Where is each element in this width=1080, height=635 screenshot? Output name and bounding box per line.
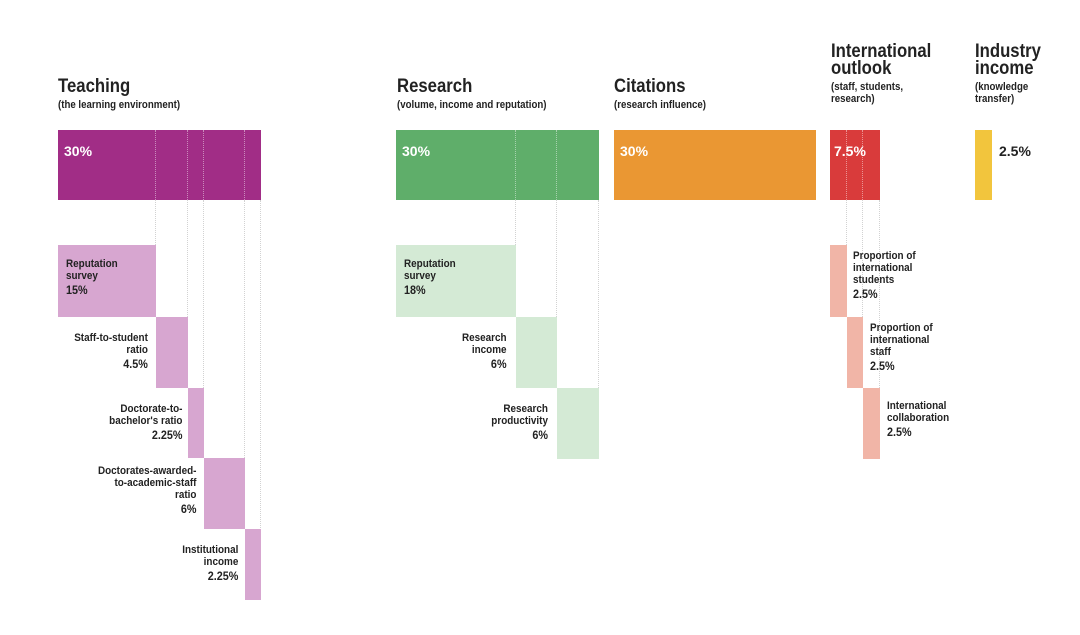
international-title-line2: outlook — [831, 58, 892, 79]
international-sub-bar-collaboration — [863, 388, 880, 459]
international-students-label: Proportion of international students 2.5… — [853, 250, 916, 301]
research-guide-line — [515, 200, 516, 245]
teaching-staff-ratio-label: Staff-to-student ratio 4.5% — [74, 332, 148, 371]
teaching-reputation-label: Reputation survey 15% — [66, 258, 118, 297]
citations-subtitle: (research influence) — [614, 99, 707, 111]
research-guide-line — [598, 200, 599, 388]
citations-header: Citations (research influence) — [614, 76, 719, 111]
industry-subtitle-line2: transfer) — [975, 93, 1015, 105]
research-bar-divider — [515, 130, 516, 200]
teaching-doctorates-awarded-label: Doctorates-awarded- to-academic-staff ra… — [97, 465, 196, 516]
international-weight-label: 7.5% — [834, 143, 866, 159]
international-bar-divider — [862, 130, 863, 200]
teaching-doctorate-ratio-label: Doctorate-to- bachelor's ratio 2.25% — [108, 403, 182, 442]
teaching-sub-bar-doctorates-awarded — [204, 458, 245, 529]
teaching-guide-line — [187, 200, 188, 317]
international-subtitle-line2: research) — [831, 93, 875, 105]
international-staff-label: Proportion of international staff 2.5% — [870, 322, 933, 373]
research-sub-bar-reputation — [396, 245, 516, 317]
international-guide-line — [862, 200, 863, 317]
citations-title: Citations — [614, 76, 686, 97]
teaching-subtitle: (the learning environment) — [58, 99, 181, 111]
teaching-weight-label: 30% — [64, 143, 93, 159]
international-header: International outlook (staff, students, … — [831, 41, 945, 105]
citations-weight-label: 30% — [620, 143, 649, 159]
industry-title-line1: Industry — [975, 41, 1041, 62]
teaching-bar-divider — [244, 130, 245, 200]
teaching-title: Teaching — [58, 76, 131, 97]
international-bar-divider — [846, 130, 847, 200]
teaching-sub-bar-reputation — [58, 245, 156, 317]
industry-header: Industry income (knowledge transfer) — [975, 41, 1050, 105]
international-guide-line — [879, 200, 880, 388]
research-income-label: Research income 6% — [462, 332, 507, 371]
international-guide-line — [846, 200, 847, 245]
international-weight-bar: 7.5% — [830, 130, 880, 200]
teaching-bar-divider — [155, 130, 156, 200]
teaching-sub-bar-institutional-income — [245, 529, 261, 600]
teaching-guide-line — [203, 200, 204, 388]
research-title: Research — [397, 76, 473, 97]
research-weight-label: 30% — [402, 143, 431, 159]
research-productivity-label: Research productivity 6% — [491, 403, 548, 442]
research-guide-line — [556, 200, 557, 317]
industry-weight-label: 2.5% — [999, 143, 1031, 159]
international-subtitle-line1: (staff, students, — [831, 81, 904, 93]
research-sub-bar-income — [516, 317, 557, 388]
teaching-institutional-income-label: Institutional income 2.25% — [181, 544, 238, 583]
industry-subtitle-line1: (knowledge — [975, 81, 1029, 93]
industry-title-line2: income — [975, 58, 1034, 79]
research-reputation-label: Reputation survey 18% — [404, 258, 456, 297]
research-weight-bar: 30% — [396, 130, 599, 200]
teaching-sub-bar-staff-ratio — [156, 317, 188, 388]
teaching-weight-bar: 30% — [58, 130, 261, 200]
teaching-sub-bar-doctorate-ratio — [188, 388, 204, 458]
international-title-line1: International — [831, 41, 932, 62]
research-subtitle: (volume, income and reputation) — [397, 99, 547, 111]
research-sub-bar-productivity — [557, 388, 599, 459]
research-bar-divider — [556, 130, 557, 200]
teaching-guide-line — [244, 200, 245, 458]
teaching-bar-divider — [187, 130, 188, 200]
teaching-guide-line — [260, 200, 261, 528]
international-collaboration-label: International collaboration 2.5% — [887, 400, 950, 439]
industry-weight-bar — [975, 130, 992, 200]
teaching-guide-line — [155, 200, 156, 245]
teaching-bar-divider — [203, 130, 204, 200]
international-sub-bar-staff — [847, 317, 863, 388]
international-sub-bar-students — [830, 245, 847, 317]
research-header: Research (volume, income and reputation) — [397, 76, 567, 111]
citations-weight-bar: 30% — [614, 130, 816, 200]
teaching-header: Teaching (the learning environment) — [58, 76, 197, 111]
